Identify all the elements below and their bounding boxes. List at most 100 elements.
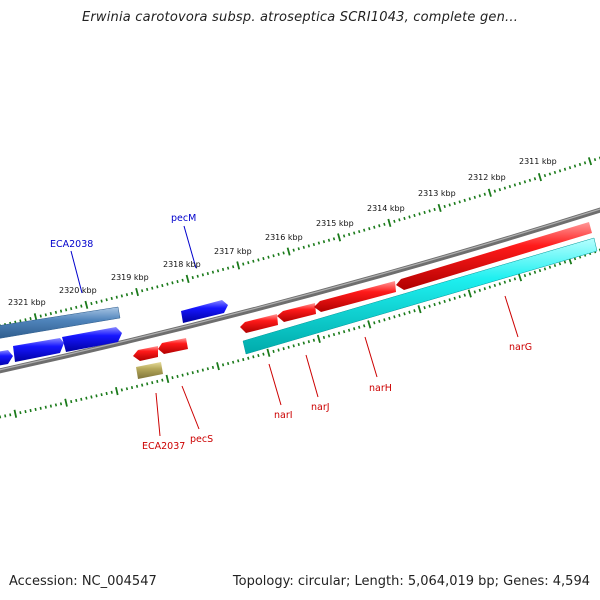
minor-tick bbox=[44, 313, 47, 317]
minor-tick bbox=[468, 197, 471, 201]
minor-tick bbox=[558, 169, 562, 173]
minor-tick bbox=[518, 181, 522, 186]
gene-arrow-reverse-2[interactable] bbox=[13, 338, 64, 362]
minor-tick bbox=[443, 204, 446, 209]
minor-tick bbox=[378, 319, 381, 323]
minor-tick bbox=[242, 262, 245, 266]
minor-tick bbox=[196, 369, 199, 373]
minor-tick bbox=[287, 345, 290, 349]
label-nari[interactable]: narI bbox=[274, 410, 293, 421]
label-narj[interactable]: narJ bbox=[311, 402, 330, 413]
minor-tick bbox=[166, 282, 169, 286]
gene-arrow-narg[interactable] bbox=[396, 222, 592, 290]
label-eca2038[interactable]: ECA2038 bbox=[50, 239, 93, 250]
minor-tick bbox=[433, 207, 436, 212]
gene-arrow-narj[interactable] bbox=[277, 303, 316, 322]
minor-tick bbox=[171, 281, 174, 285]
feature-eca2037[interactable] bbox=[136, 362, 163, 379]
minor-tick bbox=[353, 231, 356, 235]
minor-tick bbox=[70, 307, 73, 311]
minor-tick bbox=[423, 306, 426, 310]
major-tick bbox=[467, 289, 472, 298]
minor-tick bbox=[171, 376, 174, 380]
minor-tick bbox=[115, 295, 118, 299]
major-tick bbox=[417, 305, 422, 314]
label-pecm[interactable]: pecM bbox=[171, 213, 196, 224]
minor-tick bbox=[237, 359, 240, 363]
minor-tick bbox=[473, 195, 476, 199]
label-eca2037[interactable]: ECA2037 bbox=[142, 441, 185, 452]
minor-tick bbox=[156, 379, 159, 383]
minor-tick bbox=[553, 263, 557, 268]
minor-tick bbox=[463, 198, 466, 202]
minor-tick bbox=[105, 298, 108, 302]
major-tick bbox=[587, 157, 593, 166]
minor-tick bbox=[312, 338, 316, 342]
minor-tick bbox=[307, 340, 310, 344]
minor-tick bbox=[383, 318, 386, 322]
minor-tick bbox=[558, 262, 562, 266]
minor-tick bbox=[373, 225, 376, 229]
minor-tick bbox=[105, 391, 108, 396]
minor-tick bbox=[95, 300, 98, 304]
gene-arrow-pecm[interactable] bbox=[181, 300, 228, 323]
minor-tick bbox=[272, 349, 275, 354]
minor-tick bbox=[282, 251, 285, 255]
minor-tick bbox=[332, 237, 336, 241]
minor-tick bbox=[206, 367, 209, 371]
minor-tick bbox=[332, 332, 336, 337]
minor-tick bbox=[428, 304, 431, 308]
minor-tick bbox=[473, 290, 476, 294]
minor-tick bbox=[125, 293, 129, 297]
minor-tick bbox=[226, 266, 230, 270]
scale-labels: 2311 kbp 2312 kbp 2313 kbp 2314 kbp 2315… bbox=[8, 157, 557, 307]
backbone-highlight bbox=[0, 208, 600, 371]
minor-tick bbox=[583, 161, 587, 165]
gene-arrow-eca2038[interactable] bbox=[62, 327, 122, 352]
minor-tick bbox=[393, 315, 396, 319]
minor-tick bbox=[146, 287, 149, 292]
minor-tick bbox=[593, 158, 597, 162]
minor-tick bbox=[498, 188, 502, 192]
scale-label: 2313 kbp bbox=[418, 189, 456, 198]
cds-band-nar[interactable] bbox=[242, 237, 598, 355]
minor-tick bbox=[428, 209, 431, 213]
gene-arrow-narh[interactable] bbox=[314, 281, 396, 312]
minor-tick bbox=[90, 395, 93, 399]
minor-tick bbox=[528, 178, 532, 182]
minor-tick bbox=[342, 234, 346, 238]
label-pecs[interactable]: pecS bbox=[190, 434, 213, 445]
minor-tick bbox=[533, 270, 537, 274]
minor-tick bbox=[34, 407, 37, 411]
gene-arrow-nari[interactable] bbox=[240, 314, 278, 333]
minor-tick bbox=[211, 270, 215, 274]
label-narg[interactable]: narG bbox=[509, 342, 532, 353]
minor-tick bbox=[578, 162, 582, 167]
minor-tick bbox=[24, 410, 27, 414]
minor-tick bbox=[388, 316, 391, 320]
minor-tick bbox=[24, 318, 27, 322]
gene-arrow-pecs-2[interactable] bbox=[158, 338, 188, 354]
minor-tick bbox=[232, 265, 235, 269]
minor-tick bbox=[29, 316, 32, 321]
gene-arrow-reverse-1[interactable] bbox=[0, 350, 13, 367]
minor-tick bbox=[543, 267, 547, 271]
minor-tick bbox=[302, 341, 305, 345]
minor-tick bbox=[125, 387, 129, 391]
gene-arrow-pecs-1[interactable] bbox=[133, 346, 158, 361]
minor-tick bbox=[75, 305, 78, 309]
minor-tick bbox=[563, 260, 567, 264]
minor-tick bbox=[553, 170, 557, 174]
major-tick bbox=[165, 374, 170, 384]
cds-band-eca2038[interactable] bbox=[0, 306, 121, 340]
minor-tick bbox=[453, 296, 456, 300]
minor-tick bbox=[508, 278, 512, 283]
minor-tick bbox=[353, 327, 356, 331]
label-narh[interactable]: narH bbox=[369, 383, 392, 394]
minor-tick bbox=[252, 259, 255, 263]
major-tick bbox=[387, 218, 392, 227]
major-tick bbox=[337, 233, 342, 242]
minor-tick bbox=[312, 242, 316, 247]
minor-tick bbox=[151, 286, 154, 290]
